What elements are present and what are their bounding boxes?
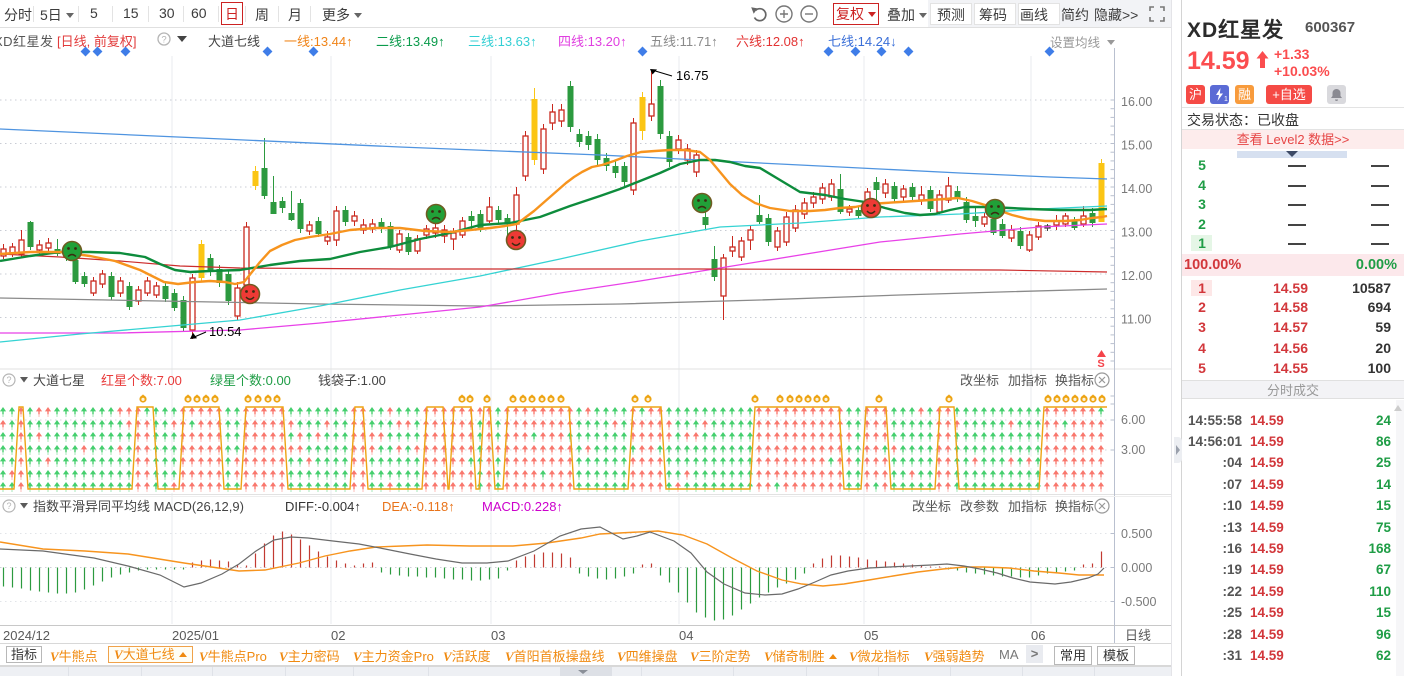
- svg-text:加指标: 加指标: [1008, 373, 1047, 388]
- svg-text:DEA:-0.118↑: DEA:-0.118↑: [382, 499, 455, 514]
- svg-text:1: 1: [1224, 96, 1228, 103]
- svg-text:MACD:0.228↑: MACD:0.228↑: [482, 499, 563, 514]
- svg-text:05: 05: [864, 628, 878, 643]
- svg-text:绿星个数:0.00: 绿星个数:0.00: [210, 373, 291, 388]
- svg-text:?: ?: [161, 34, 166, 45]
- svg-text:0.500: 0.500: [1121, 527, 1152, 541]
- svg-text:14.00: 14.00: [1121, 182, 1152, 196]
- svg-text:换指标: 换指标: [1055, 373, 1094, 388]
- svg-text:03: 03: [491, 628, 505, 643]
- svg-text:加指标: 加指标: [1008, 499, 1047, 514]
- svg-text:13.00: 13.00: [1121, 226, 1152, 240]
- svg-text:2024/12: 2024/12: [3, 628, 50, 643]
- svg-text:-0.500: -0.500: [1121, 595, 1156, 609]
- svg-text:S: S: [1097, 358, 1104, 370]
- svg-text:改坐标: 改坐标: [912, 499, 951, 514]
- svg-text:日线: 日线: [1125, 628, 1151, 643]
- svg-text:10.54: 10.54: [209, 324, 242, 339]
- svg-text:16.75: 16.75: [676, 68, 709, 83]
- svg-text:12.00: 12.00: [1121, 269, 1152, 283]
- svg-text:DIFF:-0.004↑: DIFF:-0.004↑: [285, 499, 361, 514]
- svg-text:指数平滑异同平均线 MACD(26,12,9): 指数平滑异同平均线 MACD(26,12,9): [33, 499, 244, 514]
- svg-text:2025/01: 2025/01: [172, 628, 219, 643]
- svg-text:06: 06: [1031, 628, 1045, 643]
- svg-text:6.00: 6.00: [1121, 413, 1145, 427]
- svg-text:?: ?: [6, 501, 11, 511]
- svg-text:02: 02: [331, 628, 345, 643]
- svg-text:换指标: 换指标: [1055, 499, 1094, 514]
- svg-text:11.00: 11.00: [1121, 313, 1151, 327]
- svg-text:04: 04: [679, 628, 693, 643]
- svg-text:改坐标: 改坐标: [960, 373, 999, 388]
- svg-text:钱袋子:1.00: 钱袋子:1.00: [318, 373, 386, 388]
- svg-text:15.00: 15.00: [1121, 139, 1152, 153]
- svg-text:红星个数:7.00: 红星个数:7.00: [101, 373, 182, 388]
- svg-text:改参数: 改参数: [960, 499, 999, 514]
- svg-text:大道七星: 大道七星: [33, 373, 85, 388]
- svg-text:?: ?: [6, 375, 11, 385]
- svg-text:0.000: 0.000: [1121, 561, 1152, 575]
- svg-text:16.00: 16.00: [1121, 95, 1152, 109]
- svg-text:3.00: 3.00: [1121, 443, 1145, 457]
